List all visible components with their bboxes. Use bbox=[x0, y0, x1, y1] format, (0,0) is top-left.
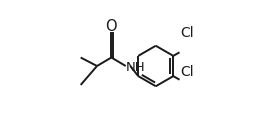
Text: Cl: Cl bbox=[181, 26, 194, 40]
Text: Cl: Cl bbox=[181, 65, 194, 79]
Text: O: O bbox=[105, 19, 116, 34]
Text: NH: NH bbox=[126, 61, 146, 74]
